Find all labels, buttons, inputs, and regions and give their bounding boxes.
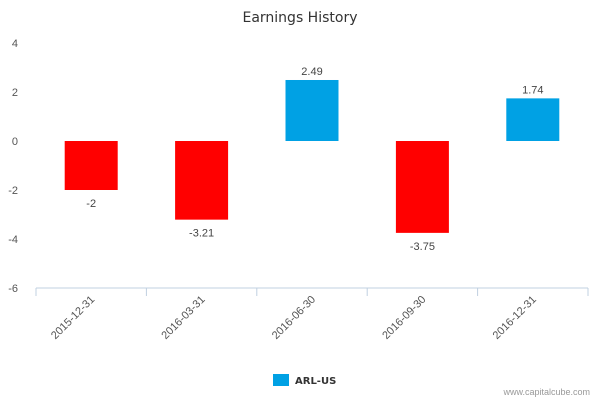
bar-2016-12-31[interactable] xyxy=(506,98,560,141)
legend-label-arl-us[interactable]: ARL-US xyxy=(295,376,336,387)
chart-title: Earnings History xyxy=(242,10,357,26)
data-label: 1.74 xyxy=(522,84,543,96)
x-tick-label: 2016-03-31 xyxy=(159,294,207,342)
x-tick-label: 2016-06-30 xyxy=(270,294,318,342)
y-tick-label: 0 xyxy=(12,136,18,148)
x-axis: 2015-12-31 2016-03-31 2016-06-30 2016-09-30… xyxy=(35,288,589,342)
data-label: -3.75 xyxy=(410,241,435,253)
bar-2015-12-31[interactable] xyxy=(64,141,118,190)
bar-2016-06-30[interactable] xyxy=(285,79,339,141)
y-tick-label: -4 xyxy=(8,234,18,246)
y-tick-label: 4 xyxy=(12,38,18,50)
data-label: -2 xyxy=(86,198,96,210)
legend[interactable]: ARL-US xyxy=(273,374,336,387)
x-tick-label: 2016-09-30 xyxy=(380,294,428,342)
data-label: 2.49 xyxy=(301,66,322,78)
bar-2016-09-30[interactable] xyxy=(395,141,449,233)
x-tick-label: 2016-12-31 xyxy=(491,294,539,342)
y-tick-label: -2 xyxy=(8,185,18,197)
y-axis: 4 2 0 -2 -4 -6 xyxy=(8,38,18,295)
y-tick-label: 2 xyxy=(12,87,18,99)
data-label: -3.21 xyxy=(189,228,214,240)
x-tick-label: 2015-12-31 xyxy=(49,294,97,342)
bar-series xyxy=(64,79,560,233)
data-labels: -2 -3.21 2.49 -3.75 1.74 xyxy=(86,66,543,253)
bar-2016-03-31[interactable] xyxy=(175,141,229,220)
y-tick-label: -6 xyxy=(8,283,18,295)
credit-text: www.capitalcube.com xyxy=(502,387,590,397)
legend-swatch-arl-us[interactable] xyxy=(273,374,289,386)
